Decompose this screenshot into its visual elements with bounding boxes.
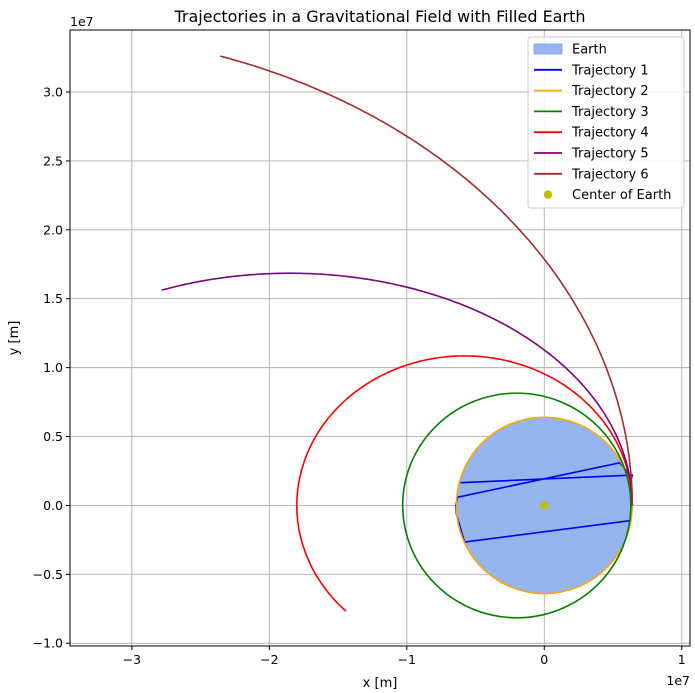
legend-box [527, 36, 685, 209]
y-tick-label: −1.0 [33, 636, 63, 651]
y-tick-label: 1.5 [43, 291, 63, 306]
x-tick-label: −3 [123, 652, 141, 667]
axis-ticks: −3 −2 −1 0 1 −1.0 −0.5 0.0 0.5 1.0 1.5 2.0 2.5 3.0 [33, 85, 686, 667]
grid [70, 30, 690, 646]
legend: Earth Trajectory 1 Trajectory 2 Trajectory … [527, 36, 685, 209]
y-offset-label: 1e7 [70, 14, 94, 29]
y-tick-label: 3.0 [43, 85, 63, 100]
y-tick-label: 1.0 [43, 360, 63, 375]
x-tick-label: −1 [398, 652, 416, 667]
y-axis-label: y [m] [7, 321, 22, 356]
y-tick-label: −0.5 [33, 567, 63, 582]
y-tick-label: 2.5 [43, 153, 63, 168]
plot-frame [69, 29, 691, 647]
legend-entry-label: Earth [572, 43, 607, 58]
x-tick-label: −2 [260, 652, 278, 667]
y-tick-label: 2.0 [43, 222, 63, 237]
chart-title: Trajectories in a Gravitational Field wi… [174, 7, 586, 26]
legend-entry-label: Trajectory 4 [571, 126, 649, 141]
legend-marker-swatch [543, 190, 553, 199]
trajectory-6-line [220, 55, 634, 506]
trajectory-5-line [161, 272, 634, 506]
legend-entry-label: Trajectory 5 [571, 147, 649, 162]
legend-entry-label: Trajectory 2 [571, 84, 649, 99]
center-of-earth-marker [540, 501, 549, 510]
plot-area [161, 55, 634, 619]
x-tick-label: 1 [678, 652, 686, 667]
y-tick-label: 0.0 [43, 498, 63, 513]
y-tick-label: 0.5 [43, 429, 63, 444]
legend-entry-label: Trajectory 3 [571, 105, 649, 120]
legend-entry-label: Center of Earth [572, 188, 671, 203]
trajectory-4-line [295, 355, 634, 612]
legend-entry-label: Trajectory 6 [571, 167, 649, 182]
trajectory-2-line [455, 416, 634, 595]
legend-earth-swatch [533, 43, 563, 55]
x-tick-label: 0 [540, 652, 548, 667]
x-offset-label: 1e7 [666, 673, 690, 688]
trajectory-3-line [401, 392, 632, 619]
legend-entry-label: Trajectory 1 [571, 63, 649, 78]
x-axis-label: x [m] [363, 676, 398, 691]
